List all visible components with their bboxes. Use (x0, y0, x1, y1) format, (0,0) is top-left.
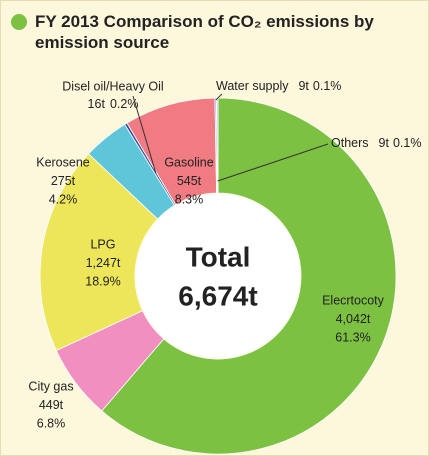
slice-percent: 0.1% (313, 79, 342, 93)
slice-label: 4.2% (49, 192, 78, 206)
donut-segment (101, 97, 397, 455)
leader-line (132, 95, 157, 174)
slice-name: Water supply (216, 79, 289, 93)
slice-label: 275t (51, 174, 76, 188)
slice-label: 545t (177, 174, 202, 188)
donut-hole (136, 194, 300, 358)
center-total: 6,674t (178, 280, 257, 311)
slice-label: 16t 0.2% (88, 97, 139, 111)
slice-label: 1,247t (86, 256, 121, 270)
slice-value: 16t (88, 97, 106, 111)
slice-percent: 0.1% (393, 136, 422, 150)
slice-label: 61.3% (335, 330, 370, 344)
slice-label: 4,042t (336, 312, 371, 326)
slice-label: Kerosene (36, 155, 90, 169)
slice-label: Disel oil/Heavy Oil (62, 79, 163, 93)
leader-line (215, 93, 223, 101)
slice-label: Water supply 9t 0.1% (216, 79, 341, 93)
donut-segment (216, 97, 219, 194)
title-bullet (11, 14, 27, 30)
slice-label: Elecrtocoty (322, 293, 385, 307)
slice-label: LPG (90, 237, 115, 251)
center-label: Total (186, 241, 251, 272)
slice-label: City gas (28, 379, 73, 393)
slice-label: 449t (39, 398, 64, 412)
slice-value: 9t (298, 79, 309, 93)
chart-title: FY 2013 Comparison of CO₂ emissions by e… (35, 12, 374, 52)
slice-label: 18.9% (85, 274, 120, 288)
slice-label: Others 9t 0.1% (331, 136, 421, 150)
slice-label: 6.8% (37, 416, 66, 430)
slice-label: 8.3% (175, 192, 204, 206)
slice-value: 9t (379, 136, 390, 150)
slice-name: Others (331, 136, 369, 150)
slice-label: Gasoline (164, 155, 213, 169)
leader-line (217, 143, 329, 182)
slice-percent: 0.2% (110, 97, 139, 111)
donut-segment (39, 153, 159, 352)
